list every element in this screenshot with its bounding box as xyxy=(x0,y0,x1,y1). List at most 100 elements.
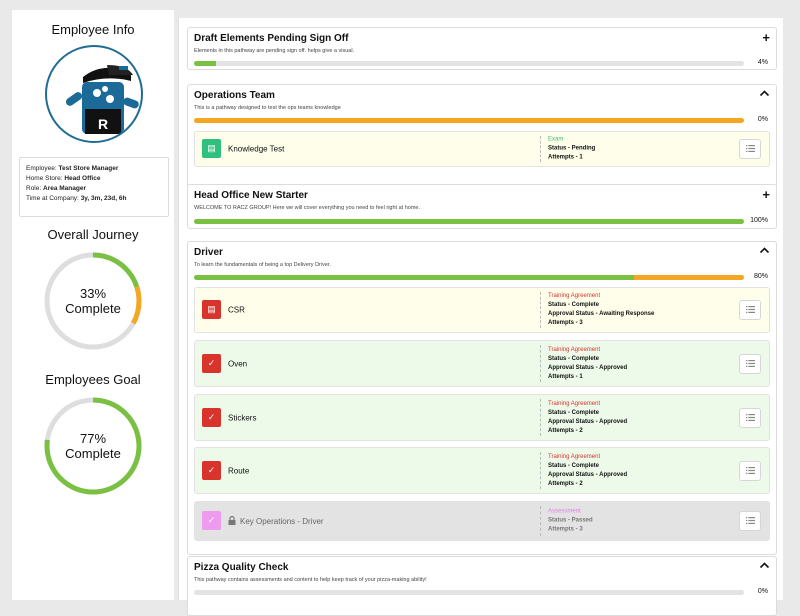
info-employee: Employee: Test Store Manager xyxy=(26,164,162,174)
item-type: Assessment xyxy=(548,508,581,515)
pathway-item[interactable]: ✓ Key Operations - Driver Assessment Status… xyxy=(194,501,770,541)
list-icon xyxy=(745,516,755,526)
info-home-store: Home Store: Head Office xyxy=(26,174,162,184)
collapse-icon[interactable] xyxy=(759,245,770,258)
collapse-icon[interactable] xyxy=(759,560,770,573)
item-type: Training Agreement xyxy=(548,453,601,460)
pathway-progress-bar xyxy=(194,219,744,224)
item-details-button[interactable] xyxy=(739,353,761,374)
employees-goal-progress-ring xyxy=(44,397,142,495)
expand-icon[interactable]: + xyxy=(762,187,770,202)
pathway-percent: 80% xyxy=(753,273,768,280)
info-employee-value: Test Store Manager xyxy=(58,165,119,172)
pathway-title[interactable]: Pizza Quality Check xyxy=(194,562,289,573)
item-label: Knowledge Test xyxy=(228,145,284,154)
check-icon: ✓ xyxy=(202,353,221,373)
pathway-progress-bar xyxy=(194,61,744,66)
pathway-card: Head Office New Starter WELCOME TO RACZ G… xyxy=(187,184,777,229)
pathway-item[interactable]: ✓ Route Training Agreement Status - Complet… xyxy=(194,447,770,494)
pathway-description: This pathway contains assessments and co… xyxy=(194,577,427,583)
pathway-percent: 0% xyxy=(757,588,768,595)
item-attempts: Attempts - 3 xyxy=(548,320,583,326)
pathway-progress-bar xyxy=(194,118,744,123)
item-divider xyxy=(540,136,541,162)
progress-segment-1 xyxy=(634,275,744,280)
item-status: Status - Complete xyxy=(548,462,600,469)
progress-segment-0 xyxy=(194,219,744,224)
employees-goal-title: Employees Goal xyxy=(45,372,141,387)
pathway-card: Operations Team This is a pathway designe… xyxy=(187,84,777,188)
info-role: Role: Area Manager xyxy=(26,184,162,194)
item-approval-status: Approval Status - Approved xyxy=(548,418,628,425)
collapse-icon[interactable] xyxy=(759,88,770,101)
ring-segment-1 xyxy=(44,252,142,350)
item-attempts: Attempts - 1 xyxy=(548,154,583,161)
item-details-button[interactable] xyxy=(739,300,761,320)
list-icon xyxy=(745,413,755,423)
pathway-description: WELCOME TO RACZ GROUP! Here we will cove… xyxy=(194,205,420,211)
info-role-value: Area Manager xyxy=(43,185,86,192)
pathway-item[interactable]: ▤ CSR Training Agreement Status - Complete A… xyxy=(194,287,770,333)
pathway-card: Driver To learn the fundamentals of being… xyxy=(187,241,777,555)
check-icon: ✓ xyxy=(202,511,221,530)
item-details-button[interactable] xyxy=(739,139,761,159)
item-details-button[interactable] xyxy=(739,407,761,428)
item-approval-status: Approval Status - Approved xyxy=(548,471,628,478)
svg-text:R: R xyxy=(98,116,108,132)
overall-journey-title: Overall Journey xyxy=(47,227,139,242)
employee-info-box: Employee: Test Store Manager Home Store:… xyxy=(19,157,169,217)
pathway-title[interactable]: Head Office New Starter xyxy=(194,190,308,201)
overall-journey-ring: 33% Complete xyxy=(42,250,144,352)
item-attempts: Attempts - 2 xyxy=(548,427,583,434)
pathway-item[interactable]: ▤ Knowledge Test Exam Status - Pending Attem… xyxy=(194,131,770,167)
item-type: Training Agreement xyxy=(548,400,601,407)
info-time: Time at Company: 3y, 3m, 23d, 6h xyxy=(26,194,162,204)
item-attempts: Attempts - 2 xyxy=(548,480,583,487)
info-home-store-value: Head Office xyxy=(64,175,101,182)
item-status: Status - Complete xyxy=(548,409,600,416)
item-status: Status - Passed xyxy=(548,517,593,524)
item-label-text: CSR xyxy=(228,305,245,315)
item-details-button[interactable] xyxy=(739,460,761,481)
item-divider xyxy=(540,452,541,489)
item-divider xyxy=(540,506,541,536)
overall-journey-complete-label: Complete xyxy=(65,301,121,316)
mascot-icon: R xyxy=(65,65,139,134)
item-meta: Training Agreement Status - Complete Appro… xyxy=(548,400,627,436)
item-type: Training Agreement xyxy=(548,293,601,299)
item-label: Key Operations - Driver xyxy=(228,515,324,526)
avatar: R xyxy=(45,45,143,143)
pathway-description: Elements in this pathway are pending sig… xyxy=(194,48,355,54)
item-details-button[interactable] xyxy=(739,511,761,531)
item-approval-status: Approval Status - Awaiting Response xyxy=(548,311,655,317)
expand-icon[interactable]: + xyxy=(762,30,770,45)
pathway-title[interactable]: Operations Team xyxy=(194,90,275,101)
item-type: Exam xyxy=(548,136,564,143)
pathway-progress-bar xyxy=(194,590,744,595)
item-label-text: Key Operations - Driver xyxy=(240,517,324,526)
info-employee-label: Employee: xyxy=(26,165,57,172)
item-divider xyxy=(540,292,541,328)
overall-journey-percent: 33% xyxy=(79,286,107,301)
progress-segment-0 xyxy=(194,61,216,66)
pathway-percent: 4% xyxy=(757,59,768,66)
item-divider xyxy=(540,399,541,436)
item-label: CSR xyxy=(228,306,245,315)
info-time-label: Time at Company: xyxy=(26,195,79,202)
pathway-title[interactable]: Draft Elements Pending Sign Off xyxy=(194,33,349,44)
pathway-title[interactable]: Driver xyxy=(194,247,223,258)
pathway-percent: 100% xyxy=(750,217,768,224)
list-icon xyxy=(745,359,755,369)
ring-segment-0 xyxy=(44,252,142,350)
pathway-item[interactable]: ✓ Stickers Training Agreement Status - Comp… xyxy=(194,394,770,441)
pathway-item[interactable]: ✓ Oven Training Agreement Status - Complete… xyxy=(194,340,770,387)
list-icon xyxy=(745,144,755,154)
info-time-value: 3y, 3m, 23d, 6h xyxy=(80,195,127,202)
item-divider xyxy=(540,345,541,382)
item-meta: Training Agreement Status - Complete Appro… xyxy=(548,453,627,489)
item-label-text: Oven xyxy=(228,359,248,368)
pathway-card: Draft Elements Pending Sign Off Elements … xyxy=(187,27,777,70)
item-label: Route xyxy=(228,466,249,475)
employees-goal-ring: 77% Complete xyxy=(42,395,144,497)
lock-icon xyxy=(228,515,240,526)
